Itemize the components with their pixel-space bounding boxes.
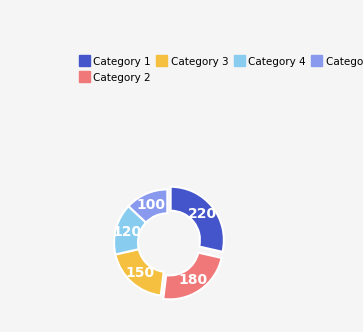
Wedge shape	[114, 206, 146, 255]
Text: 150: 150	[125, 266, 154, 280]
Wedge shape	[129, 189, 167, 222]
Text: 220: 220	[188, 207, 217, 221]
Wedge shape	[171, 187, 224, 252]
Text: 120: 120	[113, 225, 142, 239]
Wedge shape	[115, 249, 164, 295]
Text: 180: 180	[179, 273, 208, 287]
Wedge shape	[163, 253, 222, 299]
Text: 100: 100	[136, 198, 166, 212]
Legend: Category 1, Category 2, Category 3, Category 4, Category 5: Category 1, Category 2, Category 3, Cate…	[79, 57, 363, 83]
